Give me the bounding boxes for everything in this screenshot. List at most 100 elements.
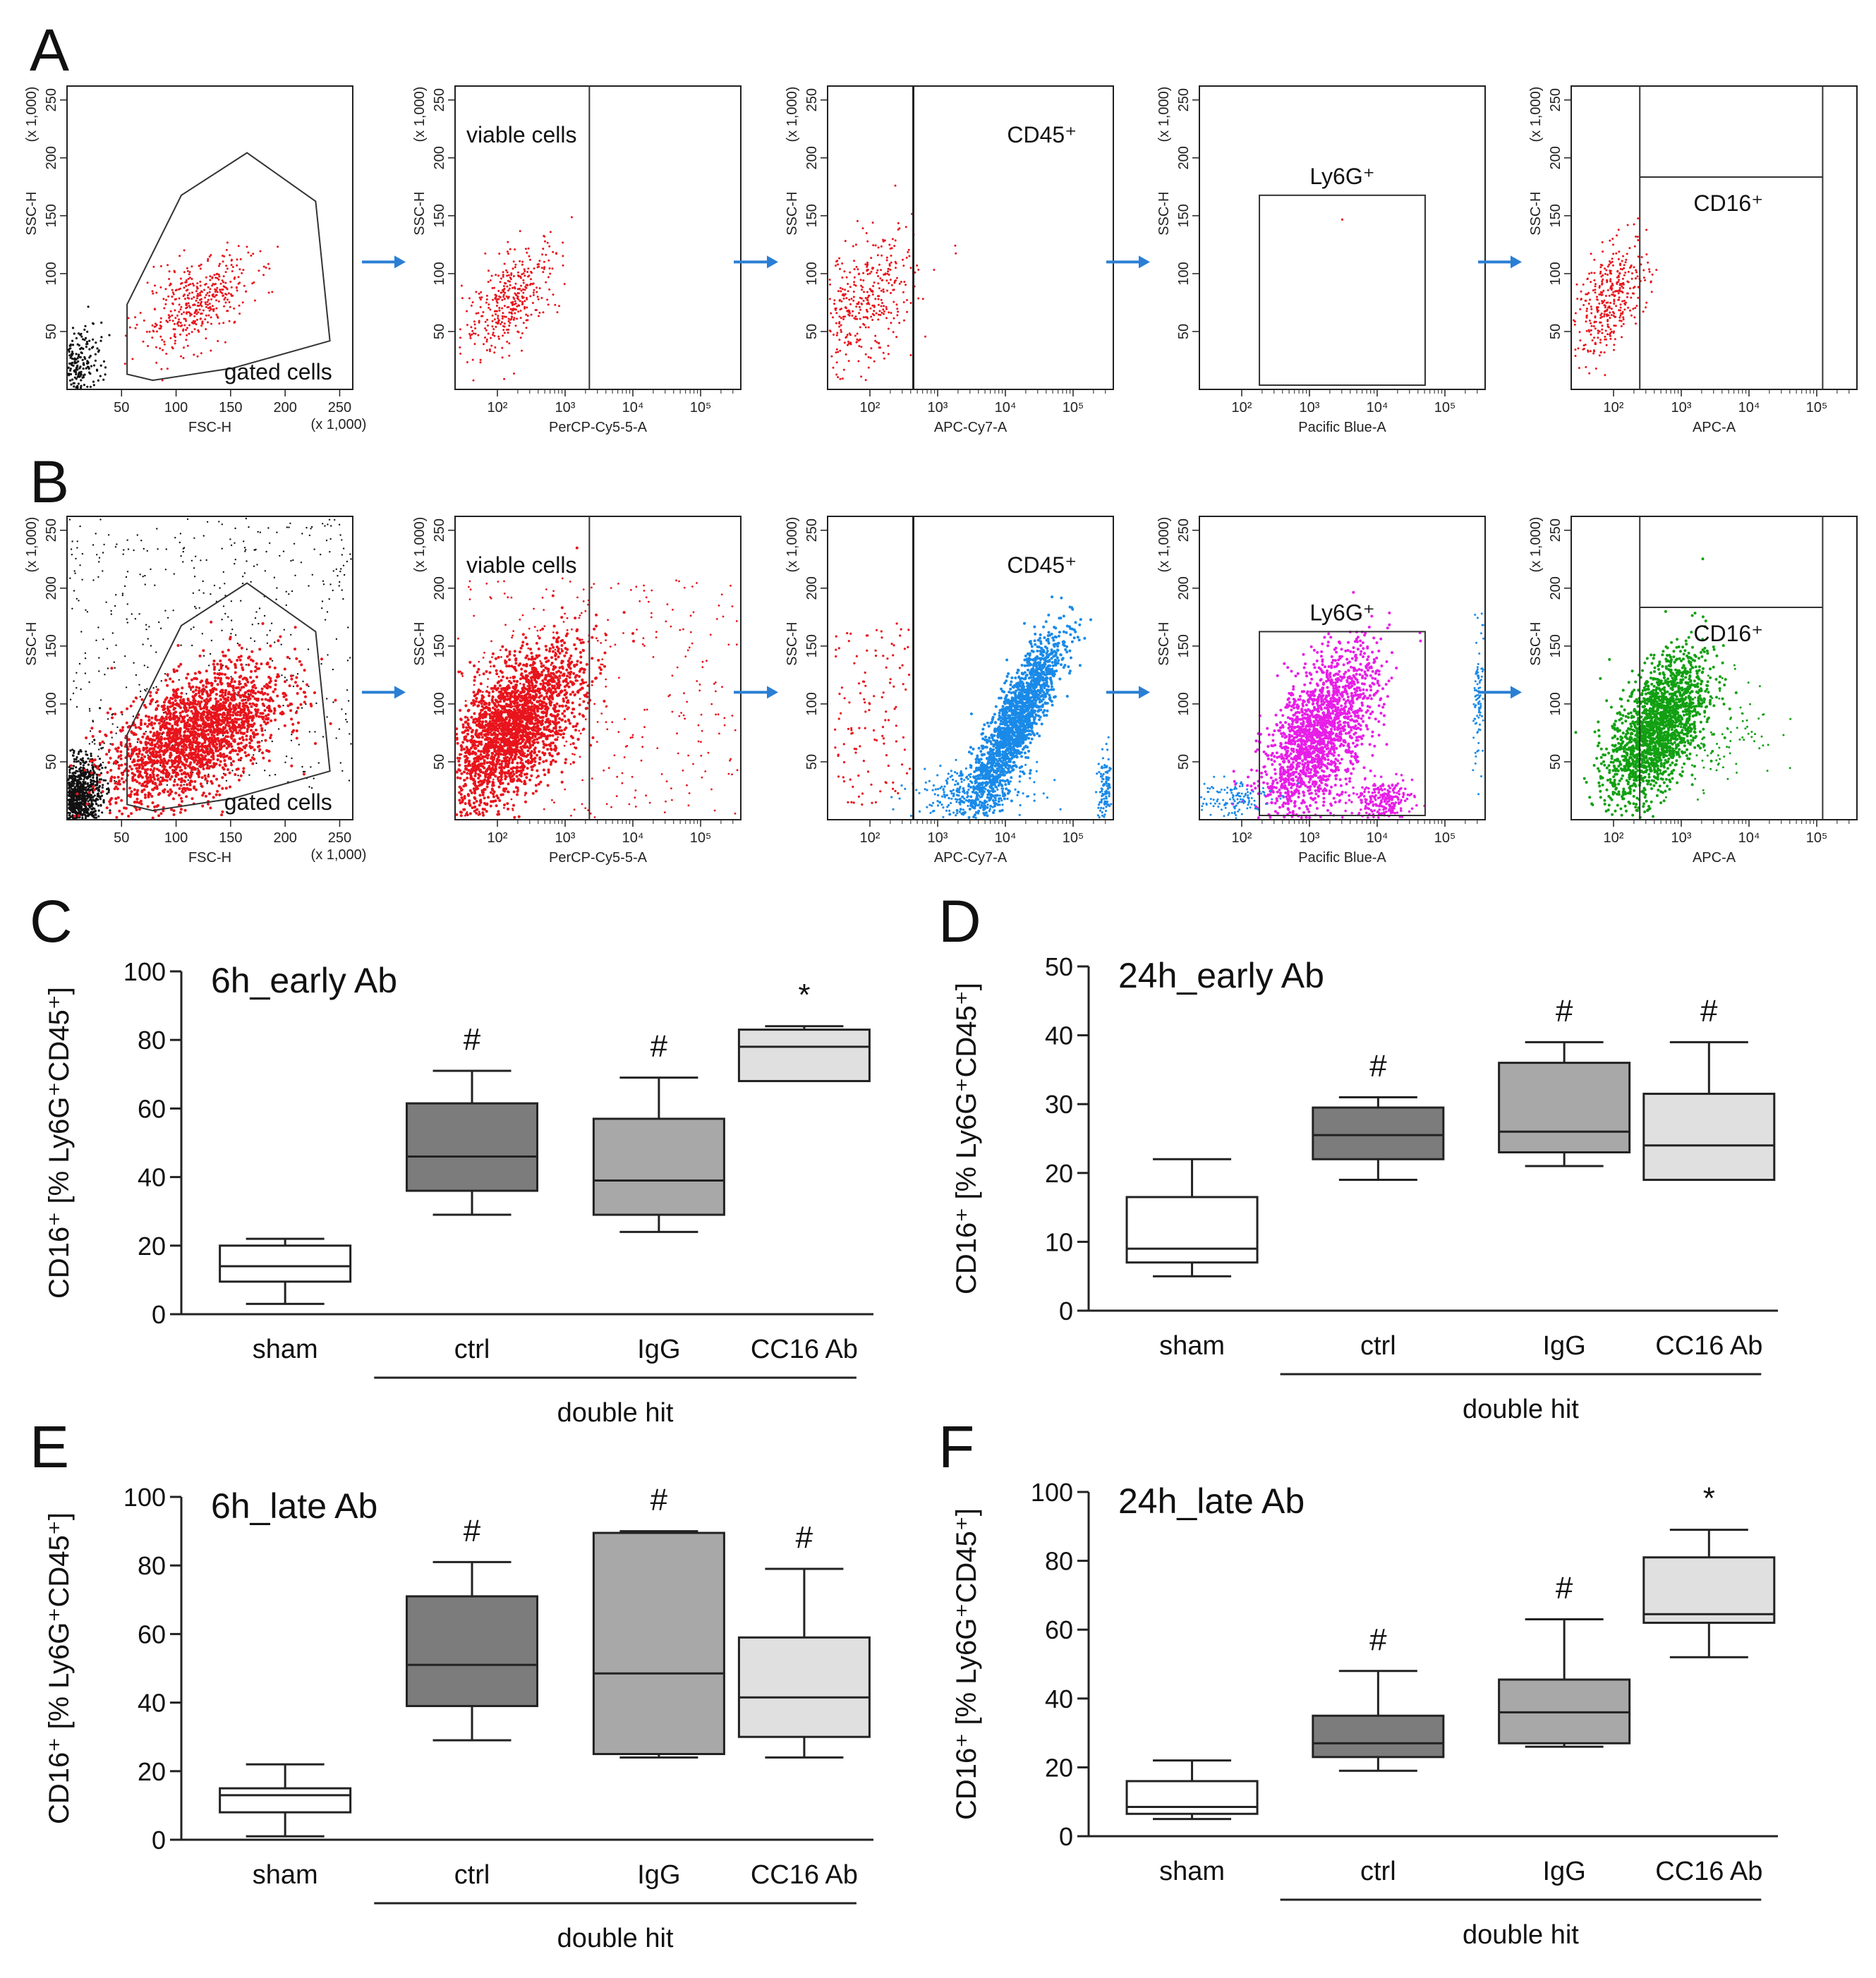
scatter-point [341, 770, 344, 772]
scatter-point [114, 747, 118, 751]
scatter-point [145, 624, 147, 626]
scatter-point [206, 301, 209, 303]
scatter-point [125, 576, 128, 578]
scatter-point [889, 279, 892, 281]
scatter-point [200, 313, 202, 315]
scatter-point [517, 271, 519, 274]
scatter-point [1613, 300, 1616, 303]
scatter-point [892, 317, 895, 320]
scatter-point [198, 607, 200, 609]
scatter-point [92, 807, 95, 810]
scatter-point [186, 518, 189, 521]
scatter-point [1611, 264, 1614, 267]
scatter-point [502, 329, 505, 332]
scatter-point [245, 549, 247, 551]
scatter-point [847, 360, 850, 363]
scatter-point [570, 216, 573, 219]
scatter-point [852, 291, 855, 293]
scatter-point [234, 634, 237, 636]
scatter-point [1609, 286, 1612, 289]
scatter-point [185, 279, 188, 281]
scatter-point [864, 353, 867, 356]
scatter-point [1623, 274, 1626, 277]
scatter-point [173, 779, 176, 783]
scatter-point [255, 548, 257, 551]
scatter-point [877, 298, 880, 301]
scatter-point [147, 754, 149, 756]
scatter-point [207, 260, 210, 262]
scatter-point [291, 757, 293, 760]
scatter-point [71, 800, 73, 803]
scatter-point [201, 320, 204, 323]
scatter-point [479, 358, 482, 361]
scatter-point [855, 341, 858, 344]
scatter-point [845, 336, 847, 339]
scatter-point [80, 384, 83, 387]
scatter-point [473, 343, 476, 346]
scatter-point [223, 298, 226, 301]
x-tick-label: 10² [1604, 400, 1624, 415]
scatter-point [1606, 323, 1609, 326]
scatter-point [1625, 301, 1627, 304]
scatter-point [1594, 283, 1597, 286]
scatter-point [479, 361, 482, 364]
scatter-point [183, 249, 186, 252]
scatter-point [108, 334, 111, 336]
scatter-point [187, 284, 190, 286]
scatter-point [241, 272, 243, 274]
scatter-point [880, 298, 883, 301]
scatter-point [207, 744, 211, 747]
scatter-point [140, 698, 144, 701]
scatter-point [349, 553, 351, 555]
scatter-point [309, 703, 313, 706]
scatter-point [168, 732, 171, 734]
scatter-point [519, 230, 521, 233]
scatter-point [266, 634, 268, 636]
scatter-point [78, 767, 81, 770]
scatter-point [174, 333, 176, 336]
scatter-point [162, 712, 165, 714]
scatter-point [80, 788, 83, 791]
scatter-point [921, 298, 924, 301]
scatter-point [1588, 330, 1591, 333]
scatter-point [264, 739, 267, 742]
scatter-point [165, 353, 168, 355]
scatter-point [171, 303, 174, 305]
scatter-point [861, 289, 863, 291]
scatter-point [153, 777, 157, 781]
scatter-point [459, 336, 461, 339]
x-tick-label: 100 [164, 400, 188, 415]
scatter-point [1611, 257, 1614, 260]
scatter-point [217, 278, 220, 281]
scatter-point [1606, 289, 1609, 291]
scatter-point [179, 784, 183, 787]
scatter-point [77, 779, 80, 782]
scatter-point [73, 376, 76, 379]
scatter-point [238, 313, 241, 315]
scatter-point [847, 340, 849, 343]
scatter-point [1610, 314, 1613, 317]
scatter-point [540, 296, 543, 299]
scatter-point [255, 762, 258, 765]
scatter-point [213, 665, 217, 669]
scatter-point [1605, 269, 1608, 272]
scatter-point [862, 272, 865, 274]
scatter-point [521, 301, 524, 303]
scatter-point [549, 231, 552, 233]
scatter-point [242, 576, 244, 578]
scatter-point [210, 691, 213, 695]
scatter-point [143, 665, 145, 667]
scatter-point [229, 254, 231, 257]
scatter-point [99, 339, 102, 342]
scatter-point [217, 676, 220, 680]
scatter-point [1599, 266, 1602, 269]
scatter-point [226, 241, 229, 244]
scatter-point [188, 332, 190, 335]
scatter-point [102, 378, 105, 381]
scatter-point [283, 724, 286, 727]
scatter-point [178, 787, 181, 790]
scatter-point [283, 629, 285, 631]
scatter-point [183, 720, 186, 723]
scatter-point [514, 287, 516, 290]
